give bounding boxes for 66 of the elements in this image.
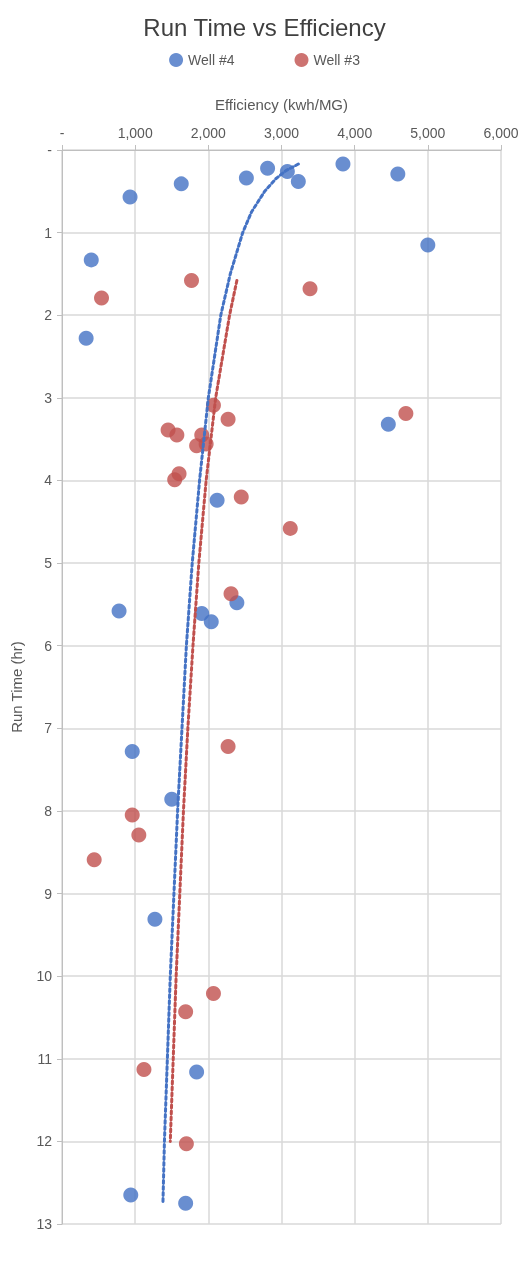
point (111, 603, 127, 619)
point (169, 427, 185, 443)
point (184, 273, 200, 289)
point (178, 1004, 194, 1020)
y-tick-label: 13 (36, 1216, 53, 1232)
point (335, 156, 351, 172)
x-tick-label: 6,000 (483, 125, 519, 141)
point (122, 189, 138, 205)
chart-title: Run Time vs Efficiency (143, 13, 386, 41)
y-tick-label: 4 (44, 472, 53, 489)
y-tick-label: 11 (37, 1050, 53, 1067)
y-tick-label: 5 (44, 555, 53, 572)
y-tick-label: - (47, 142, 53, 158)
point (124, 807, 140, 823)
point (302, 281, 318, 297)
legend-label: Well #4 (188, 52, 235, 68)
point (223, 586, 239, 602)
point (290, 173, 306, 189)
point (147, 911, 163, 927)
y-tick-label: 2 (44, 307, 53, 324)
y-tick-label: 9 (44, 885, 53, 902)
x-tick-label: 5,000 (410, 125, 446, 141)
y-axis-title: Run Time (hr) (8, 641, 25, 733)
point (123, 1187, 139, 1203)
x-tick-label: - (59, 125, 65, 141)
y-tick-label: 7 (44, 720, 53, 737)
y-tick-label: 8 (44, 802, 53, 819)
point (203, 614, 219, 630)
point (83, 252, 99, 268)
point (178, 1136, 194, 1152)
y-tick-label: 3 (44, 389, 53, 406)
x-tick-label: 4,000 (337, 125, 373, 141)
point (131, 827, 147, 843)
point (173, 176, 189, 192)
point (78, 330, 94, 346)
point (178, 1195, 194, 1211)
point (282, 520, 298, 536)
legend-label: Well #3 (313, 52, 361, 68)
point (209, 492, 225, 508)
x-tick-label: 2,000 (190, 125, 227, 141)
point (167, 472, 183, 488)
y-tick-label: 10 (36, 968, 53, 985)
point (124, 743, 140, 759)
point (398, 406, 414, 422)
line-series (168, 279, 239, 1143)
y-tick-label: 6 (44, 637, 53, 654)
point (238, 170, 254, 186)
point (233, 489, 249, 505)
y-tick-label: 1 (44, 224, 53, 241)
x-tick-label: 3,000 (263, 125, 300, 141)
point (390, 166, 406, 182)
point (94, 290, 110, 306)
point (420, 237, 436, 253)
point (136, 1062, 152, 1077)
point (205, 986, 221, 1001)
x-axis-title: Efficiency (kwh/MG) (214, 96, 349, 113)
point (380, 416, 396, 432)
point (220, 411, 236, 427)
point (189, 1064, 205, 1080)
x-tick-label: 1,000 (117, 125, 153, 141)
line-series (161, 162, 300, 1204)
point (220, 738, 236, 754)
point (86, 852, 102, 868)
y-tick-label: 12 (36, 1133, 53, 1150)
point (164, 791, 180, 807)
point (260, 160, 276, 176)
